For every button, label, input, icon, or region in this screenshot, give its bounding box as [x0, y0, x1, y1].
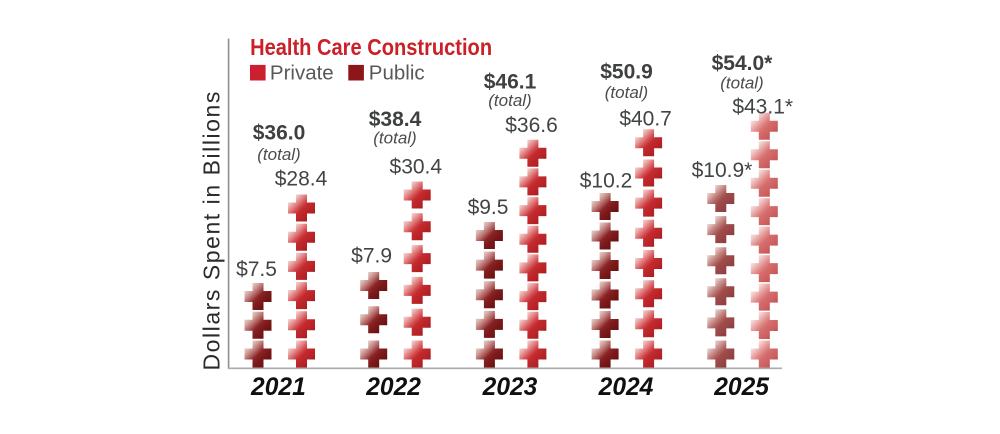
svg-text:$46.1: $46.1 [484, 71, 537, 94]
svg-text:2022: 2022 [365, 374, 421, 401]
svg-text:$36.6: $36.6 [505, 114, 558, 137]
svg-text:Public: Public [369, 62, 425, 85]
svg-text:2024: 2024 [598, 374, 654, 401]
svg-text:(total): (total) [257, 145, 300, 164]
svg-text:$7.9: $7.9 [351, 245, 392, 268]
svg-text:$38.4: $38.4 [369, 108, 422, 131]
svg-text:2025: 2025 [713, 374, 769, 401]
svg-text:$50.9: $50.9 [600, 60, 653, 83]
svg-text:$9.5: $9.5 [468, 196, 509, 219]
svg-text:(total): (total) [605, 83, 648, 102]
svg-text:Dollars Spent in Billions: Dollars Spent in Billions [199, 90, 225, 370]
svg-text:$10.2: $10.2 [580, 170, 633, 193]
svg-text:(total): (total) [720, 74, 763, 93]
svg-text:$36.0: $36.0 [253, 122, 306, 145]
svg-text:$40.7: $40.7 [619, 108, 672, 131]
svg-text:Health Care Construction: Health Care Construction [250, 34, 492, 61]
svg-text:(total): (total) [488, 91, 531, 110]
svg-text:$10.9*: $10.9* [692, 159, 753, 182]
svg-text:$7.5: $7.5 [236, 258, 277, 281]
svg-text:Private: Private [270, 62, 334, 85]
svg-text:$43.1*: $43.1* [732, 96, 793, 119]
svg-text:$54.0*: $54.0* [712, 52, 774, 75]
svg-text:$28.4: $28.4 [275, 168, 328, 191]
svg-text:2021: 2021 [250, 374, 306, 401]
svg-text:$30.4: $30.4 [390, 156, 443, 179]
svg-text:2023: 2023 [482, 374, 538, 401]
svg-text:(total): (total) [373, 128, 416, 147]
